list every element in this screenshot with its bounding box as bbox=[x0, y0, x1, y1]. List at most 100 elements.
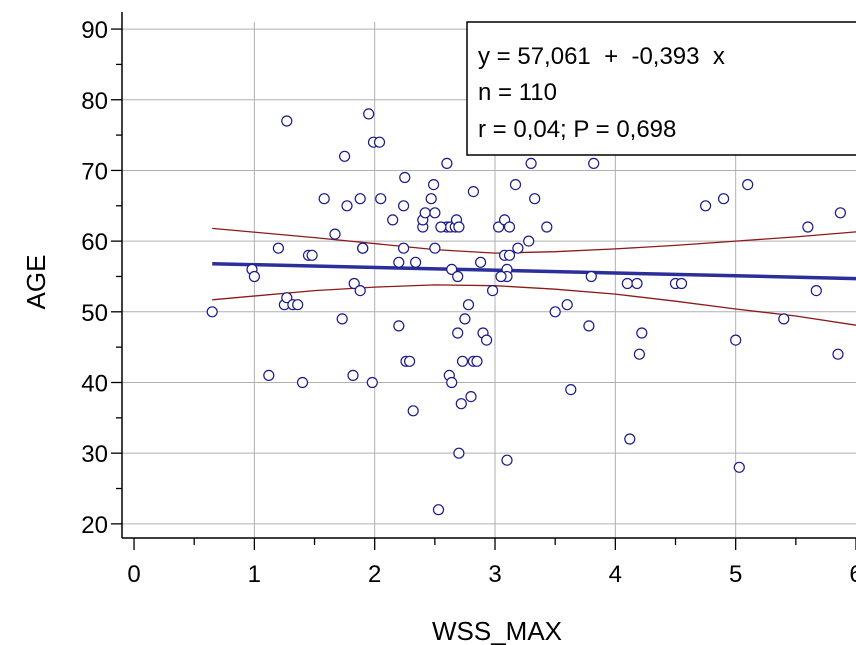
data-point bbox=[549, 306, 561, 318]
data-point bbox=[462, 299, 475, 311]
data-point bbox=[429, 207, 441, 219]
data-point bbox=[393, 320, 405, 332]
sample-size: n = 110 bbox=[478, 79, 557, 106]
y-tick-label: 70 bbox=[81, 158, 108, 185]
data-point bbox=[733, 461, 745, 473]
data-point bbox=[419, 207, 431, 219]
data-point bbox=[407, 405, 419, 417]
data-point bbox=[263, 369, 275, 381]
data-point bbox=[281, 292, 293, 304]
axes: 0 1 2 3 4 5 6 20 30 40 50 60 70 80 90 bbox=[81, 12, 856, 588]
x-tick-label: 2 bbox=[368, 561, 381, 588]
data-point bbox=[357, 242, 369, 254]
data-point bbox=[585, 270, 597, 283]
y-tick-label: 50 bbox=[81, 300, 108, 327]
y-tick-label: 80 bbox=[81, 88, 108, 115]
data-point bbox=[624, 433, 636, 445]
y-axis-title: AGE bbox=[21, 255, 51, 310]
data-point bbox=[529, 193, 541, 205]
data-point bbox=[631, 277, 643, 290]
data-point bbox=[523, 235, 535, 247]
data-point bbox=[541, 221, 553, 233]
data-point bbox=[341, 200, 353, 212]
x-tick-label: 4 bbox=[609, 561, 622, 588]
data-point bbox=[699, 200, 712, 212]
data-point bbox=[459, 313, 471, 325]
data-point bbox=[493, 221, 505, 233]
data-point bbox=[363, 108, 375, 120]
data-point bbox=[446, 263, 458, 275]
data-point bbox=[281, 115, 293, 127]
data-point bbox=[525, 157, 537, 169]
data-point bbox=[471, 355, 483, 367]
data-point bbox=[503, 249, 516, 261]
data-point bbox=[636, 327, 648, 339]
data-point bbox=[832, 348, 844, 360]
y-tick-label: 60 bbox=[81, 229, 108, 256]
data-point bbox=[633, 348, 646, 360]
data-point bbox=[487, 285, 499, 297]
data-point bbox=[481, 334, 493, 346]
y-tick-label: 40 bbox=[81, 370, 108, 397]
data-point bbox=[455, 398, 467, 410]
data-point bbox=[441, 157, 453, 169]
data-point bbox=[348, 277, 360, 290]
data-point bbox=[339, 150, 351, 162]
data-point bbox=[428, 179, 440, 191]
data-point bbox=[453, 447, 465, 459]
data-point bbox=[329, 228, 341, 240]
data-point bbox=[501, 454, 513, 466]
data-point bbox=[512, 242, 524, 254]
data-point bbox=[503, 221, 516, 233]
data-point bbox=[425, 193, 437, 205]
data-points bbox=[206, 108, 847, 516]
data-point bbox=[452, 327, 464, 339]
data-point bbox=[810, 285, 822, 297]
data-point bbox=[248, 270, 260, 283]
data-point bbox=[742, 179, 754, 191]
data-point bbox=[446, 376, 458, 389]
lower-confidence-band bbox=[212, 284, 856, 326]
data-point bbox=[354, 285, 366, 297]
data-point bbox=[399, 171, 411, 184]
data-point bbox=[393, 256, 405, 268]
data-point bbox=[802, 221, 814, 233]
data-point bbox=[410, 256, 422, 268]
data-point bbox=[398, 242, 410, 254]
y-tick-label: 30 bbox=[81, 441, 108, 468]
data-point bbox=[318, 193, 330, 205]
x-tick-label: 6 bbox=[849, 561, 856, 588]
data-point bbox=[456, 355, 469, 367]
data-point bbox=[292, 299, 304, 311]
data-point bbox=[588, 157, 600, 169]
data-point bbox=[475, 256, 487, 268]
data-point bbox=[373, 136, 386, 148]
data-point bbox=[354, 193, 366, 205]
data-point bbox=[467, 186, 479, 198]
data-point bbox=[495, 270, 507, 283]
y-tick-label: 20 bbox=[81, 512, 108, 539]
data-point bbox=[730, 334, 742, 346]
data-point bbox=[565, 384, 577, 396]
data-point bbox=[561, 299, 573, 311]
data-point bbox=[375, 193, 387, 205]
data-point bbox=[717, 193, 730, 205]
x-tick-label: 3 bbox=[488, 561, 501, 588]
x-tick-label: 0 bbox=[127, 561, 140, 588]
data-point bbox=[336, 313, 348, 325]
data-point bbox=[296, 376, 309, 389]
stats-annotation: y = 57,061 + -0,393 x n = 110 r = 0,04; … bbox=[466, 21, 856, 156]
data-point bbox=[366, 376, 378, 389]
data-point bbox=[306, 249, 318, 261]
data-point bbox=[272, 242, 284, 254]
data-point bbox=[404, 355, 416, 367]
y-tick-label: 90 bbox=[81, 17, 108, 44]
regression-line bbox=[212, 261, 856, 281]
regression-line-group bbox=[212, 261, 856, 281]
data-point bbox=[465, 391, 477, 403]
x-tick-label: 1 bbox=[248, 561, 261, 588]
data-point bbox=[621, 277, 634, 290]
data-point bbox=[347, 369, 359, 381]
data-point bbox=[398, 200, 410, 212]
